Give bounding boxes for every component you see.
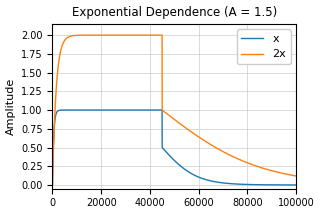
x [282,184,286,186]
x [56,110,60,112]
2x [179,123,183,126]
2x [282,172,286,175]
x [80,109,84,111]
Legend: x, 2x: x, 2x [237,30,291,64]
Line: 2x: 2x [52,35,296,185]
x [206,179,210,181]
2x [294,175,298,177]
2x [160,34,164,36]
x [51,184,54,186]
2x [56,66,60,69]
Y-axis label: Amplitude: Amplitude [5,78,16,135]
x [294,184,298,186]
Line: x: x [52,110,296,185]
x [179,165,183,168]
x [96,109,100,111]
Title: Exponential Dependence (A = 1.5): Exponential Dependence (A = 1.5) [72,6,277,19]
2x [51,184,54,186]
x [271,184,275,186]
2x [271,170,275,172]
2x [80,34,84,36]
2x [206,141,210,144]
